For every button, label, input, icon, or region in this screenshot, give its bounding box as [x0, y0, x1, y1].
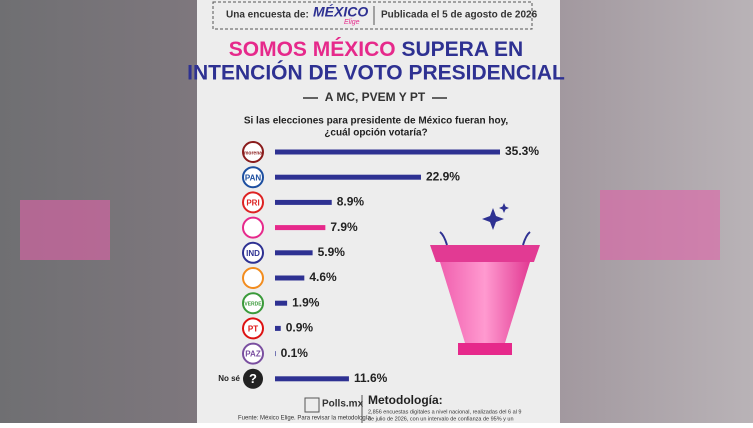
title-line2: INTENCIÓN DE VOTO PRESIDENCIAL	[187, 61, 565, 85]
category-label: VERDE	[244, 302, 262, 308]
subtitle: A MC, PVEM Y PT	[325, 90, 426, 104]
bar	[275, 275, 305, 281]
blur-blob	[600, 190, 720, 260]
value-label: 35.3%	[505, 144, 539, 158]
header-intro: Una encuesta de:	[226, 10, 309, 21]
category-icon	[242, 342, 264, 365]
value-label: 11.6%	[354, 371, 388, 385]
bar	[275, 174, 421, 180]
category-icon	[242, 292, 264, 315]
category-icon	[242, 216, 264, 239]
question: ¿cuál opción votaría?	[324, 128, 427, 139]
value-label: 7.9%	[330, 220, 358, 234]
category-label: No sé	[218, 374, 240, 383]
header-brand-sub: Elige	[344, 19, 360, 26]
question: Si las elecciones para presidente de Méx…	[244, 116, 509, 127]
value-label: 8.9%	[337, 195, 365, 209]
value-label: 22.9%	[426, 169, 460, 183]
method-title: Metodología:	[368, 393, 443, 407]
category-icon	[242, 166, 264, 189]
bar	[275, 325, 281, 331]
footer-brand: Polls.mx	[322, 399, 364, 410]
value-label: 1.9%	[292, 295, 320, 309]
category-icon	[242, 191, 264, 214]
blur-blob	[20, 200, 110, 260]
podium	[430, 203, 540, 355]
title-highlight: SOMOS MÉXICO	[229, 38, 396, 61]
value-label: 4.6%	[309, 270, 337, 284]
category-label: PRI	[246, 199, 259, 208]
category-icon	[242, 141, 264, 163]
category-icon	[243, 368, 263, 389]
bar	[275, 351, 276, 357]
bar	[275, 199, 332, 205]
category-icon	[242, 317, 264, 340]
bar	[275, 250, 313, 256]
category-icon	[242, 241, 264, 264]
category-icon	[242, 267, 264, 289]
method-text: de julio de 2026, con un intervalo de co…	[368, 416, 514, 422]
value-label: 0.9%	[286, 321, 314, 335]
title: SOMOS MÉXICO SUPERA EN	[229, 38, 523, 61]
category-label: PAZ	[245, 350, 261, 359]
value-label: 0.1%	[281, 346, 309, 360]
header-date: Publicada el 5 de agosto de 2026	[381, 10, 538, 21]
category-label: IND	[246, 249, 260, 258]
header-brand: MÉXICO	[313, 4, 368, 20]
method-text: 2,856 encuestas digitales a nivel nacion…	[368, 409, 522, 415]
icon-glyph: ?	[249, 371, 257, 386]
bar	[275, 376, 349, 382]
bar	[275, 149, 500, 155]
value-label: 5.9%	[318, 245, 346, 259]
category-label: PT	[248, 325, 258, 334]
bar	[275, 225, 326, 231]
bar	[275, 300, 288, 306]
footer-source: Fuente: México Elige. Para revisar la me…	[238, 416, 371, 422]
category-label: morena	[244, 150, 262, 156]
polls-logo	[304, 397, 320, 413]
category-label: PAN	[245, 173, 262, 182]
header-box	[212, 1, 533, 30]
title-rest: SUPERA EN	[401, 38, 523, 61]
